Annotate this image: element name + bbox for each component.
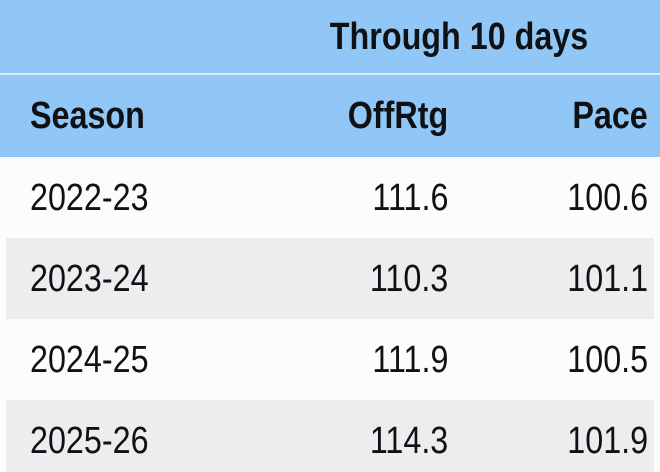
table-row: 2023-24 110.3 101.1	[0, 238, 660, 319]
column-header-season: Season	[0, 97, 258, 135]
season-cell: 2025-26	[0, 422, 258, 460]
column-header-offrtg-label: OffRtg	[347, 95, 448, 137]
span-header-spacer	[0, 0, 258, 73]
row-stripe	[6, 400, 654, 472]
row-stripe	[6, 238, 654, 319]
pace-cell: 100.6	[448, 179, 648, 217]
offrtg-value: 111.6	[371, 176, 448, 219]
table-row: 2024-25 111.9 100.5	[0, 319, 660, 400]
offrtg-value: 114.3	[369, 419, 448, 462]
offrtg-value: 111.9	[371, 338, 448, 381]
pace-value: 101.9	[567, 419, 648, 462]
offrtg-value: 110.3	[369, 257, 448, 300]
pace-value: 100.5	[567, 338, 648, 381]
column-header-pace-label: Pace	[572, 95, 648, 137]
pace-value: 101.1	[567, 257, 648, 300]
span-header-row: Through 10 days	[0, 0, 660, 75]
season-value: 2022-23	[30, 176, 149, 219]
pace-cell: 101.9	[448, 422, 648, 460]
pace-cell: 101.1	[448, 260, 648, 298]
season-cell: 2022-23	[0, 179, 258, 217]
pace-cell: 100.5	[448, 341, 648, 379]
pace-value: 100.6	[567, 176, 648, 219]
table-row: 2025-26 114.3 101.9	[0, 400, 660, 472]
offrtg-cell: 110.3	[258, 260, 448, 298]
table-row: 2022-23 111.6 100.6	[0, 157, 660, 238]
column-header-pace: Pace	[448, 97, 648, 135]
season-value: 2024-25	[30, 338, 149, 381]
season-value: 2025-26	[30, 419, 149, 462]
span-header-label: Through 10 days	[329, 15, 589, 58]
column-header-row: Season OffRtg Pace	[0, 75, 660, 157]
offrtg-cell: 114.3	[258, 422, 448, 460]
offrtg-cell: 111.6	[258, 179, 448, 217]
span-header: Through 10 days	[258, 0, 660, 73]
season-cell: 2024-25	[0, 341, 258, 379]
offrtg-cell: 111.9	[258, 341, 448, 379]
season-cell: 2023-24	[0, 260, 258, 298]
column-header-offrtg: OffRtg	[258, 97, 448, 135]
season-value: 2023-24	[30, 257, 149, 300]
column-header-season-label: Season	[30, 95, 145, 137]
